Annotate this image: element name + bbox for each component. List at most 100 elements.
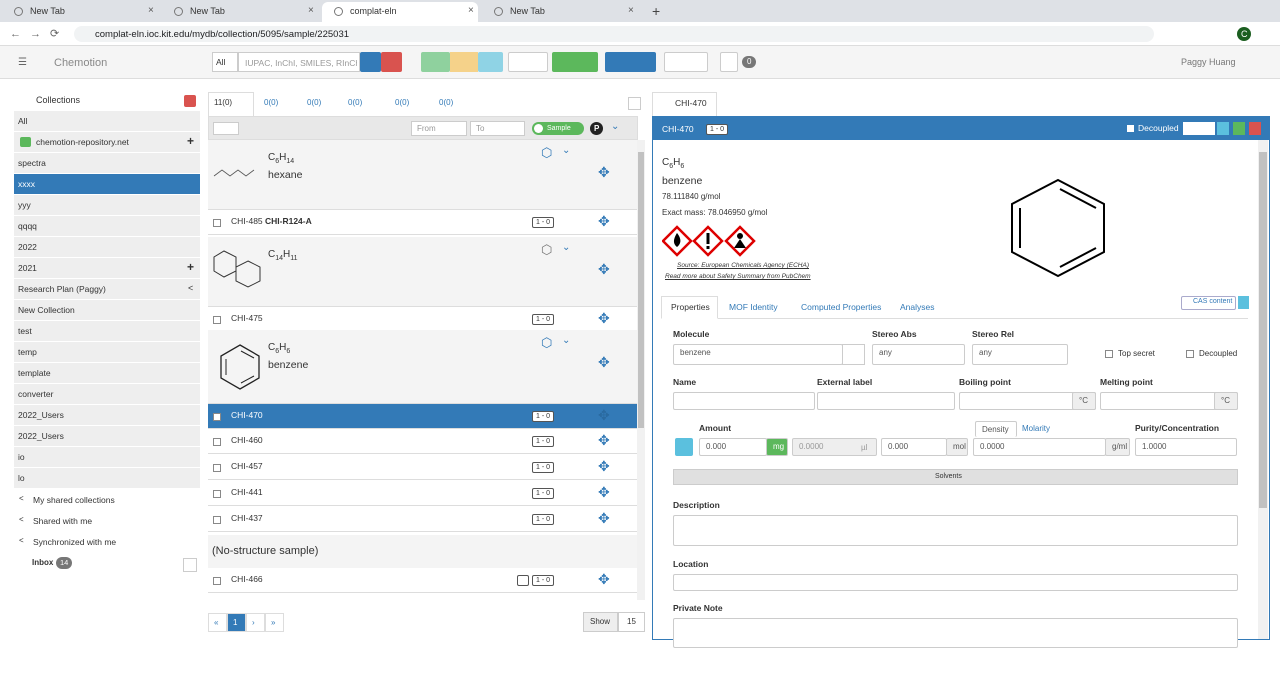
from-input[interactable] bbox=[411, 121, 467, 136]
new-tab-button[interactable]: + bbox=[652, 3, 661, 19]
boiling-unit[interactable]: °C bbox=[1072, 392, 1096, 410]
search-placeholder[interactable]: IUPAC, InChI, SMILES, RInChI bbox=[245, 58, 357, 68]
collection-item[interactable] bbox=[14, 216, 200, 236]
row-checkbox[interactable] bbox=[213, 490, 221, 498]
list-row[interactable] bbox=[208, 568, 637, 593]
collection-label[interactable]: 2022_Users bbox=[18, 410, 64, 420]
tab-title[interactable]: New Tab bbox=[30, 6, 65, 16]
sample-id[interactable]: CHI-475 bbox=[231, 313, 263, 323]
collection-item[interactable] bbox=[14, 384, 200, 404]
tab-close[interactable]: × bbox=[308, 5, 314, 16]
search-input[interactable] bbox=[238, 52, 360, 72]
inbox-button[interactable] bbox=[720, 52, 738, 72]
collection-item[interactable] bbox=[14, 153, 200, 173]
private-note-input[interactable] bbox=[673, 618, 1238, 648]
collection-item[interactable] bbox=[14, 447, 200, 467]
url[interactable]: complat-eln.ioc.kit.edu/mydb/collection/… bbox=[95, 29, 350, 40]
profile-avatar[interactable] bbox=[1237, 27, 1251, 41]
from-placeholder[interactable]: From bbox=[417, 124, 436, 133]
molecule-select[interactable]: benzene bbox=[673, 344, 843, 365]
decoupled-checkbox[interactable] bbox=[1127, 125, 1134, 132]
volume-input[interactable]: 0.0000 bbox=[792, 438, 877, 456]
list-row[interactable] bbox=[208, 210, 637, 235]
edit-molecule[interactable] bbox=[842, 344, 865, 365]
mass-input[interactable]: 0.000 bbox=[699, 438, 767, 456]
row-checkbox[interactable] bbox=[213, 577, 221, 585]
create-button[interactable] bbox=[421, 52, 450, 72]
collection-item[interactable] bbox=[14, 342, 200, 362]
move-icon[interactable]: ✥ bbox=[598, 407, 610, 423]
density-tab[interactable]: Density bbox=[975, 421, 1017, 437]
search-scope[interactable] bbox=[212, 52, 238, 72]
search-scope-label[interactable]: All bbox=[216, 57, 226, 67]
tab-close[interactable]: × bbox=[628, 5, 634, 16]
sample-label[interactable]: CHI-R124-A bbox=[265, 216, 312, 226]
melting-unit[interactable]: °C bbox=[1214, 392, 1238, 410]
collection-label[interactable]: template bbox=[18, 368, 51, 378]
decoupled-checkbox[interactable] bbox=[1186, 350, 1194, 358]
collection-item[interactable] bbox=[14, 405, 200, 425]
sample-id[interactable]: CHI-466 bbox=[231, 574, 263, 584]
collection-label[interactable]: converter bbox=[18, 389, 54, 399]
report-button[interactable] bbox=[552, 52, 598, 72]
amount-button[interactable] bbox=[675, 438, 693, 456]
page-button[interactable] bbox=[265, 613, 284, 632]
collection-settings[interactable] bbox=[184, 95, 196, 107]
to-input[interactable] bbox=[470, 121, 525, 136]
cas-label[interactable]: CAS content bbox=[1193, 298, 1233, 305]
detail-tab-label[interactable]: CHI-470 bbox=[675, 98, 707, 108]
move-icon[interactable]: ✥ bbox=[598, 510, 610, 526]
sample-id[interactable]: CHI-457 bbox=[231, 461, 263, 471]
collection-item[interactable] bbox=[14, 300, 200, 320]
list-settings[interactable] bbox=[628, 97, 641, 110]
row-checkbox[interactable] bbox=[213, 464, 221, 472]
location-input[interactable] bbox=[673, 574, 1238, 591]
list-tab[interactable]: 0(0) bbox=[348, 98, 363, 107]
expand-chevron[interactable]: ⌄ bbox=[562, 145, 571, 156]
moles-input[interactable]: 0.000 bbox=[881, 438, 947, 456]
collection-item[interactable] bbox=[14, 258, 200, 278]
sample-id[interactable]: CHI-460 bbox=[231, 435, 263, 445]
collection-item[interactable] bbox=[14, 237, 200, 257]
clear-search-button[interactable] bbox=[381, 52, 402, 72]
sample-toggle[interactable] bbox=[532, 122, 584, 135]
list-row[interactable] bbox=[208, 307, 637, 332]
page-label[interactable]: › bbox=[252, 618, 255, 627]
solvents-label[interactable]: Solvents bbox=[935, 473, 962, 480]
page-button[interactable] bbox=[246, 613, 265, 632]
list-scroll-thumb[interactable] bbox=[638, 152, 644, 428]
stereo-rel-select[interactable]: any bbox=[972, 344, 1068, 365]
toggle-label[interactable]: Sample bbox=[547, 125, 571, 132]
copy-button[interactable] bbox=[1233, 122, 1245, 135]
moles-unit[interactable]: mol bbox=[946, 438, 968, 456]
edit-search-button[interactable] bbox=[360, 52, 381, 72]
list-tab[interactable]: 11(0) bbox=[214, 98, 233, 107]
browser-tab[interactable] bbox=[482, 2, 638, 22]
sample-id[interactable]: CHI-441 bbox=[231, 487, 263, 497]
collection-label[interactable]: 2022_Users bbox=[18, 431, 64, 441]
collection-label[interactable]: test bbox=[18, 326, 32, 336]
row-checkbox[interactable] bbox=[213, 219, 221, 227]
user-button[interactable] bbox=[508, 52, 548, 72]
page-button[interactable] bbox=[227, 613, 246, 632]
page-label[interactable]: « bbox=[214, 618, 219, 627]
move-icon[interactable]: ✥ bbox=[598, 571, 610, 587]
row-checkbox[interactable] bbox=[213, 413, 221, 421]
inbox-label[interactable]: Inbox bbox=[32, 558, 54, 567]
top-secret-checkbox[interactable] bbox=[1105, 350, 1113, 358]
sample-id[interactable]: CHI-470 bbox=[231, 410, 263, 420]
structure-icon[interactable]: ⬡ bbox=[541, 242, 553, 257]
collection-label[interactable]: 2022 bbox=[18, 242, 37, 252]
move-icon[interactable]: ✥ bbox=[598, 432, 610, 448]
split-button[interactable] bbox=[450, 52, 478, 72]
decoupled-label[interactable]: Decoupled bbox=[1138, 123, 1179, 133]
move-icon[interactable]: ✥ bbox=[598, 261, 610, 277]
collection-label[interactable]: spectra bbox=[18, 158, 46, 168]
purity-input[interactable]: 1.0000 bbox=[1135, 438, 1237, 456]
tab-title[interactable]: New Tab bbox=[510, 6, 545, 16]
user-menu[interactable]: Paggy Huang bbox=[1181, 57, 1236, 67]
collection-label[interactable]: yyy bbox=[18, 200, 31, 210]
name-input[interactable] bbox=[673, 392, 815, 410]
collection-label[interactable]: io bbox=[18, 452, 25, 462]
structure-icon[interactable]: ⬡ bbox=[541, 335, 553, 350]
